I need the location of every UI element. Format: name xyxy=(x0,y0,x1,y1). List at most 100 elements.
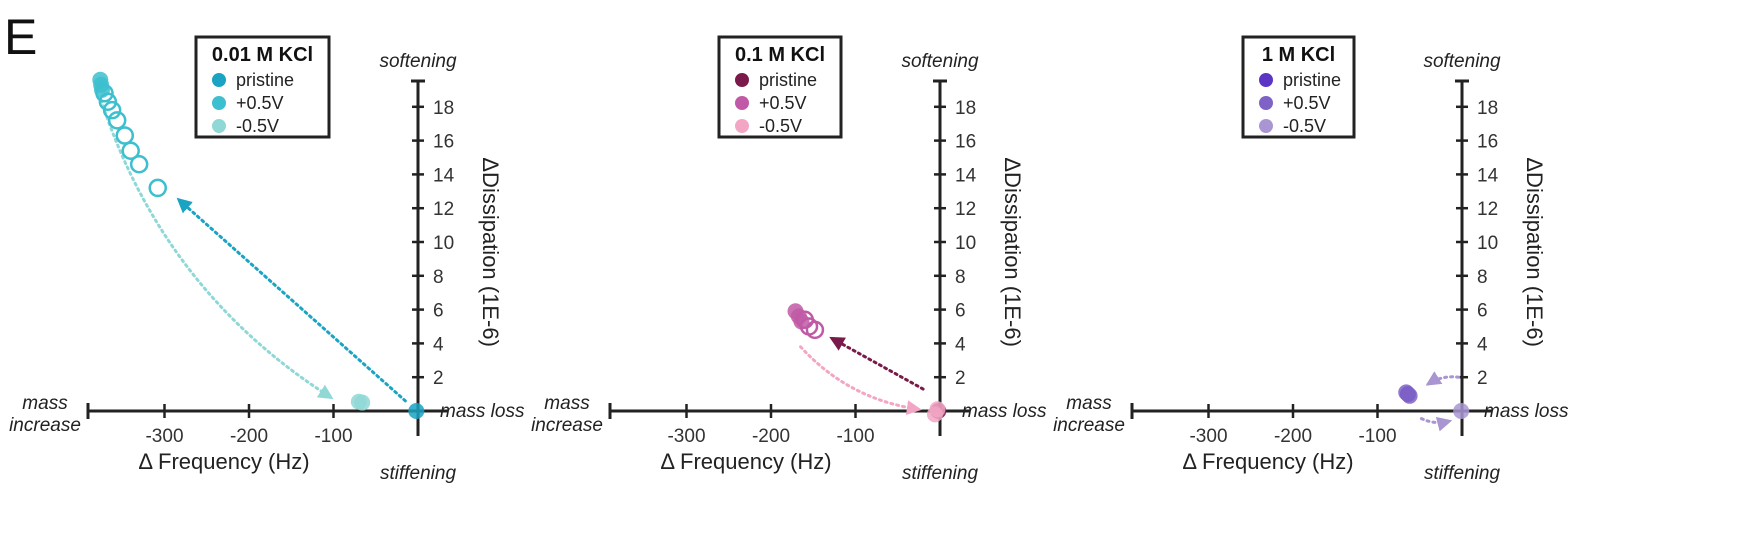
x-tick-label: -200 xyxy=(752,426,790,447)
legend-label: +0.5V xyxy=(1283,93,1331,113)
mass-increase-label: increase xyxy=(9,415,81,436)
y-tick-label: 4 xyxy=(955,334,966,355)
y-axis-title: ΔDissipation (1E-6) xyxy=(1522,157,1547,347)
y-tick-label: 10 xyxy=(433,233,454,254)
legend-label: -0.5V xyxy=(236,116,279,136)
mass-increase-label: mass xyxy=(1066,393,1112,414)
legend-label: pristine xyxy=(236,70,294,90)
legend-swatch xyxy=(735,73,749,87)
y-tick-label: 6 xyxy=(955,301,966,322)
data-point xyxy=(129,155,149,174)
data-point xyxy=(102,100,122,120)
y-tick-label: 6 xyxy=(1477,301,1488,322)
legend-swatch xyxy=(212,119,226,133)
y-tick-label: 16 xyxy=(1477,132,1498,153)
legend-title: 0.01 M KCl xyxy=(212,44,313,66)
legend-swatch xyxy=(1259,119,1273,133)
legend-label: pristine xyxy=(759,70,817,90)
chart-panel-0p1M: -300 -200 -100 2 4 6 8 10 12 14 16 18 Δ Frequency (H… xyxy=(531,35,1047,484)
y-tick-label: 12 xyxy=(955,199,976,220)
x-axis-title: Δ Frequency (Hz) xyxy=(138,449,309,474)
legend-swatch xyxy=(1259,96,1273,110)
mass-loss-label: mass loss xyxy=(1484,401,1569,422)
x-tick-label: -100 xyxy=(1358,426,1396,447)
x-tick-label: -300 xyxy=(1189,426,1227,447)
data-point xyxy=(354,394,371,411)
chart-panel-1M: -300 -200 -100 2 4 6 8 10 12 14 16 18 Δ Frequency (H… xyxy=(1053,35,1569,484)
data-point xyxy=(805,320,825,340)
legend-swatch xyxy=(212,96,226,110)
y-tick-label: 12 xyxy=(433,199,454,220)
legend-swatch xyxy=(1259,73,1273,87)
legend-swatch xyxy=(735,96,749,110)
legend-label: +0.5V xyxy=(236,93,284,113)
y-tick-label: 18 xyxy=(1477,98,1498,119)
softening-label: softening xyxy=(1423,51,1501,72)
y-tick-label: 2 xyxy=(955,368,966,389)
trend-arrow xyxy=(1419,416,1453,432)
data-point xyxy=(408,403,425,419)
softening-label: softening xyxy=(901,51,979,72)
mass-loss-label: mass loss xyxy=(440,401,525,422)
data-point xyxy=(929,401,946,418)
y-tick-label: 14 xyxy=(955,165,977,186)
trend-arrow xyxy=(176,197,407,403)
mass-increase-label: mass xyxy=(544,393,590,414)
mass-increase-label: increase xyxy=(1053,415,1125,436)
x-tick-label: -300 xyxy=(145,426,183,447)
y-tick-label: 2 xyxy=(1477,368,1488,389)
data-point xyxy=(1453,403,1470,419)
data-point xyxy=(115,126,135,145)
y-tick-label: 14 xyxy=(433,165,455,186)
y-tick-label: 16 xyxy=(433,132,454,153)
chart-panel-0p01M: -300 -200 -100 2 4 6 8 10 12 14 16 18 Δ Frequency (H… xyxy=(9,35,525,484)
x-tick-label: -300 xyxy=(667,426,705,447)
legend-title: 0.1 M KCl xyxy=(735,44,825,66)
trend-arrow xyxy=(829,336,925,391)
stiffening-label: stiffening xyxy=(902,463,978,484)
y-tick-label: 10 xyxy=(1477,233,1498,254)
y-tick-label: 12 xyxy=(1477,199,1498,220)
y-tick-label: 8 xyxy=(433,267,444,288)
y-tick-label: 16 xyxy=(955,132,976,153)
legend-swatch xyxy=(212,73,226,87)
trend-arrow xyxy=(1425,371,1461,386)
legend-box xyxy=(1241,35,1356,139)
y-axis-title: ΔDissipation (1E-6) xyxy=(478,157,503,347)
x-axis-title: Δ Frequency (Hz) xyxy=(660,449,831,474)
y-tick-label: 10 xyxy=(955,233,976,254)
y-tick-label: 4 xyxy=(1477,334,1488,355)
y-tick-label: 2 xyxy=(433,368,444,389)
x-tick-label: -100 xyxy=(836,426,874,447)
y-tick-label: 18 xyxy=(955,98,976,119)
mass-increase-label: mass xyxy=(22,393,68,414)
trend-arrow xyxy=(799,345,922,416)
legend-swatch xyxy=(735,119,749,133)
legend-label: -0.5V xyxy=(759,116,802,136)
data-point xyxy=(98,92,118,111)
y-tick-label: 14 xyxy=(1477,165,1499,186)
data-point xyxy=(148,178,167,198)
x-axis-title: Δ Frequency (Hz) xyxy=(1182,449,1353,474)
data-point xyxy=(95,84,114,103)
y-tick-label: 4 xyxy=(433,334,444,355)
mass-loss-label: mass loss xyxy=(962,401,1047,422)
stiffening-label: stiffening xyxy=(1424,463,1500,484)
data-point xyxy=(1401,387,1418,404)
y-tick-label: 8 xyxy=(1477,267,1488,288)
x-tick-label: -200 xyxy=(1274,426,1312,447)
x-tick-label: -100 xyxy=(314,426,352,447)
data-point xyxy=(121,141,140,160)
x-tick-label: -200 xyxy=(230,426,268,447)
data-point xyxy=(107,111,127,130)
y-tick-label: 18 xyxy=(433,98,454,119)
y-tick-label: 8 xyxy=(955,267,966,288)
legend-label: +0.5V xyxy=(759,93,807,113)
legend-label: -0.5V xyxy=(1283,116,1326,136)
softening-label: softening xyxy=(379,51,457,72)
y-tick-label: 6 xyxy=(433,301,444,322)
panel-letter: E xyxy=(4,9,38,65)
y-axis-title: ΔDissipation (1E-6) xyxy=(1000,157,1025,347)
legend-label: pristine xyxy=(1283,70,1341,90)
